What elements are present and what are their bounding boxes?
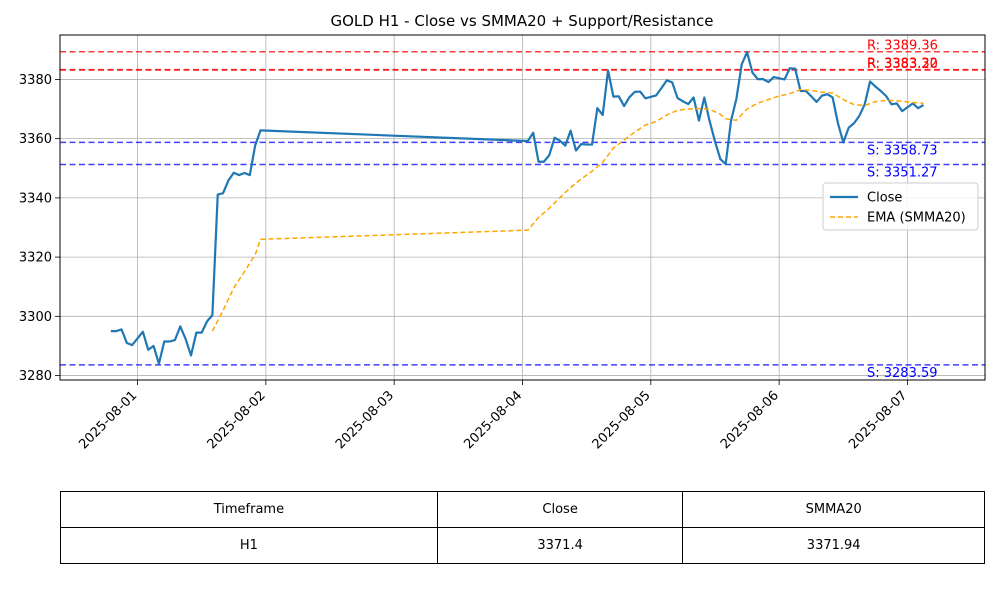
resistance-label: R: 3383.20 bbox=[867, 57, 938, 72]
x-tick-label: 2025-08-05 bbox=[590, 388, 654, 452]
legend-box bbox=[822, 182, 979, 231]
y-tick-label: 3380 bbox=[19, 73, 52, 88]
y-tick-label: 3360 bbox=[19, 132, 52, 147]
y-tick-label: 3300 bbox=[19, 310, 52, 325]
series-line-close bbox=[110, 51, 925, 365]
table-header-cell: Timeframe bbox=[60, 491, 438, 528]
y-tick-label: 3340 bbox=[19, 191, 52, 206]
x-tick-label: 2025-08-02 bbox=[205, 388, 269, 452]
table-header-cell: Close bbox=[436, 491, 684, 528]
table-header-row: Timeframe Close SMMA20 bbox=[60, 491, 985, 528]
y-tick-label: 3320 bbox=[19, 251, 52, 266]
table-row: H1 3371.4 3371.94 bbox=[60, 527, 985, 564]
table-cell-close: 3371.4 bbox=[436, 527, 684, 564]
series-line-smma20 bbox=[211, 88, 924, 332]
chart-title: GOLD H1 - Close vs SMMA20 + Support/Resi… bbox=[330, 12, 713, 30]
support-label: S: 3351.27 bbox=[867, 166, 938, 181]
x-tick-label: 2025-08-01 bbox=[76, 388, 140, 452]
grid bbox=[60, 35, 985, 380]
x-tick-label: 2025-08-07 bbox=[846, 388, 910, 452]
x-tick-label: 2025-08-04 bbox=[461, 388, 525, 452]
series-layer bbox=[110, 51, 925, 365]
summary-table: Timeframe Close SMMA20 H1 3371.4 3371.94 bbox=[60, 491, 985, 564]
legend: Close EMA (SMMA20) bbox=[822, 182, 979, 231]
support-label: S: 3283.59 bbox=[867, 366, 938, 381]
chart: R: 3389.36 R: 3383.32R: 3383.20 S: 3358.73… bbox=[19, 12, 986, 452]
table-cell-smma20: 3371.94 bbox=[682, 527, 985, 564]
y-tick-label: 3280 bbox=[19, 369, 52, 384]
y-axis: 3280 3300 3320 3340 3360 3380 bbox=[19, 73, 60, 384]
support-label: S: 3358.73 bbox=[867, 143, 938, 158]
x-tick-label: 2025-08-06 bbox=[718, 388, 782, 452]
legend-label: Close bbox=[867, 191, 902, 206]
table-cell-timeframe: H1 bbox=[60, 527, 438, 564]
support-resistance-lines bbox=[60, 50, 985, 366]
resistance-label: R: 3383.32 bbox=[867, 57, 938, 72]
legend-label: EMA (SMMA20) bbox=[867, 211, 966, 226]
x-axis: 2025-08-01 2025-08-02 2025-08-03 2025-08-04… bbox=[76, 380, 910, 452]
x-tick-label: 2025-08-03 bbox=[333, 388, 397, 452]
table-header-cell: SMMA20 bbox=[682, 491, 985, 528]
resistance-label: R: 3389.36 bbox=[867, 39, 938, 54]
level-labels: R: 3389.36 R: 3383.32R: 3383.20 S: 3358.73… bbox=[867, 39, 938, 381]
